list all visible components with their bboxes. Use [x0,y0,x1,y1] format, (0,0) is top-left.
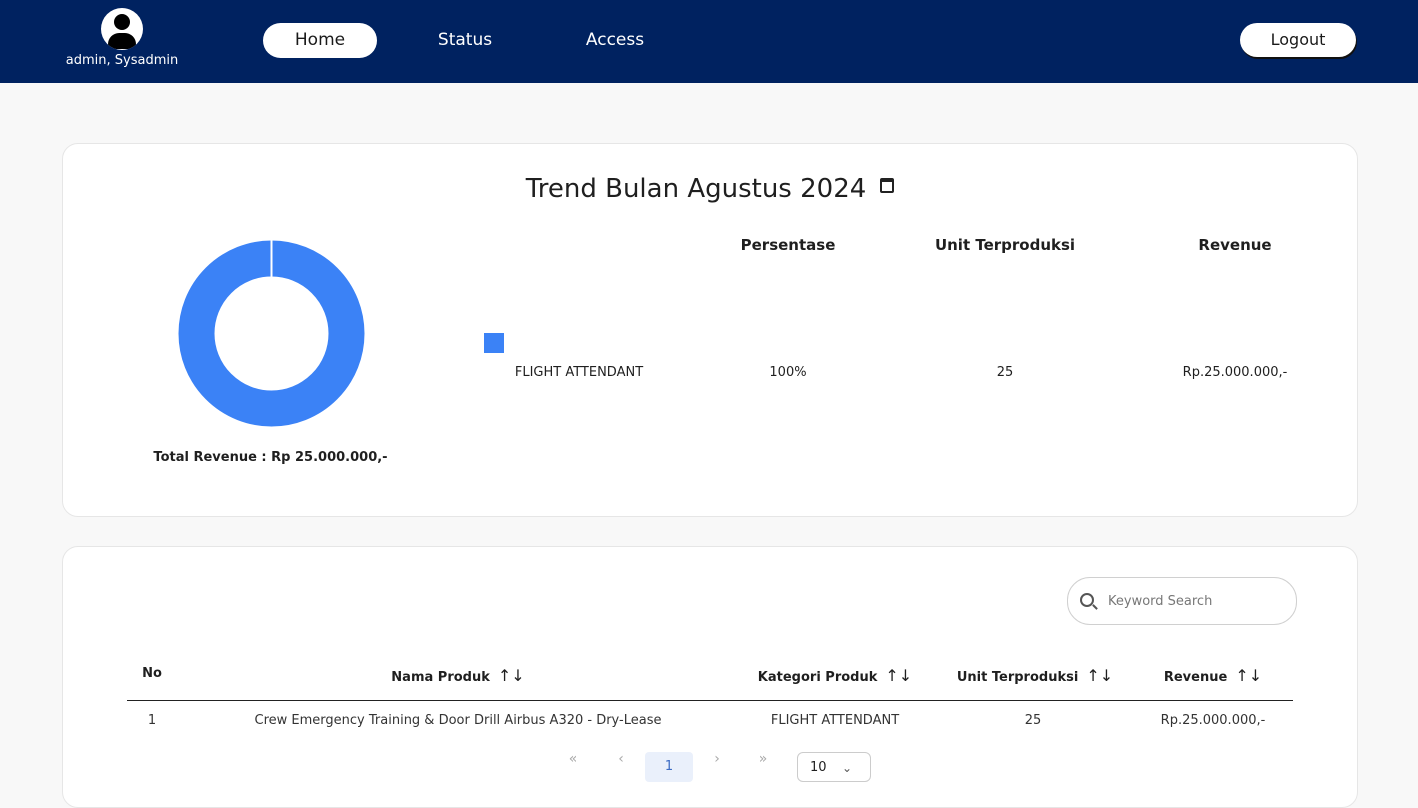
prev-page-button[interactable]: ‹ [618,751,624,767]
cell-nama-produk: Crew Emergency Training & Door Drill Air… [254,713,662,728]
legend-kategori: FLIGHT ATTENDANT [514,365,644,380]
header-unit-terproduksi: Unit Terproduksi [934,236,1076,254]
total-revenue: Total Revenue : Rp 25.000.000,- [153,450,388,465]
column-header-label: Kategori Produk [757,670,878,685]
header-revenue: Revenue [1198,236,1272,254]
sort-icon[interactable]: ↑↓ [497,666,525,685]
column-header-nama-produk[interactable]: Nama Produk ↑↓ [353,666,563,685]
column-header-kategori-produk[interactable]: Kategori Produk ↑↓ [745,666,925,685]
last-page-button[interactable]: » [758,751,768,767]
current-page-button[interactable]: 1 [645,752,693,782]
logout-button[interactable]: Logout [1240,23,1356,57]
sort-icon[interactable]: ↑↓ [1086,666,1114,685]
donut-slice-flight-attendant[interactable] [178,240,365,427]
legend-unit: 25 [996,365,1014,380]
user-name: admin, Sysadmin [65,53,179,68]
page-size-select[interactable]: 10 ⌄ [797,752,871,782]
product-table-card: No Nama Produk ↑↓ Kategori Produk ↑↓ Unit … [62,546,1358,808]
column-header-label: Unit Terproduksi [956,670,1079,685]
column-header-no: No [142,666,162,681]
trend-title: Trend Bulan Agustus 2024 [525,174,867,204]
user-avatar-icon [101,8,143,50]
table-header-divider [127,700,1293,701]
header-persentase: Persentase [740,236,836,254]
trend-title-row: Trend Bulan Agustus 2024 [63,174,1357,204]
search-icon [1080,593,1094,607]
first-page-button[interactable]: « [568,751,578,767]
calendar-icon[interactable] [880,178,895,193]
legend-persentase: 100% [769,365,807,380]
chevron-down-icon: ⌄ [842,761,853,775]
search-input[interactable] [1106,588,1290,614]
nav-home[interactable]: Home [263,23,377,58]
nav-status[interactable]: Status [437,30,493,50]
column-header-label: Nama Produk [391,670,490,685]
top-navbar: admin, Sysadmin Home Status Access Logou… [0,0,1418,83]
page-size-value: 10 [810,760,827,775]
search-box[interactable] [1067,577,1297,625]
user-profile[interactable]: admin, Sysadmin [52,8,192,68]
column-header-unit-terproduksi[interactable]: Unit Terproduksi ↑↓ [943,666,1127,685]
nav-access[interactable]: Access [585,30,645,50]
column-header-label: Revenue [1163,670,1228,685]
next-page-button[interactable]: › [714,751,720,767]
cell-revenue: Rp.25.000.000,- [1160,713,1266,728]
legend-revenue: Rp.25.000.000,- [1182,365,1288,380]
trend-card: Trend Bulan Agustus 2024 Total Revenue :… [62,143,1358,517]
cell-no: 1 [147,713,157,728]
sort-icon[interactable]: ↑↓ [1235,666,1263,685]
revenue-donut-chart [178,240,365,427]
cell-kategori-produk: FLIGHT ATTENDANT [770,713,900,728]
legend-color-swatch [484,333,504,353]
cell-unit-terproduksi: 25 [1024,713,1042,728]
column-header-revenue[interactable]: Revenue ↑↓ [1153,666,1273,685]
sort-icon[interactable]: ↑↓ [885,666,913,685]
